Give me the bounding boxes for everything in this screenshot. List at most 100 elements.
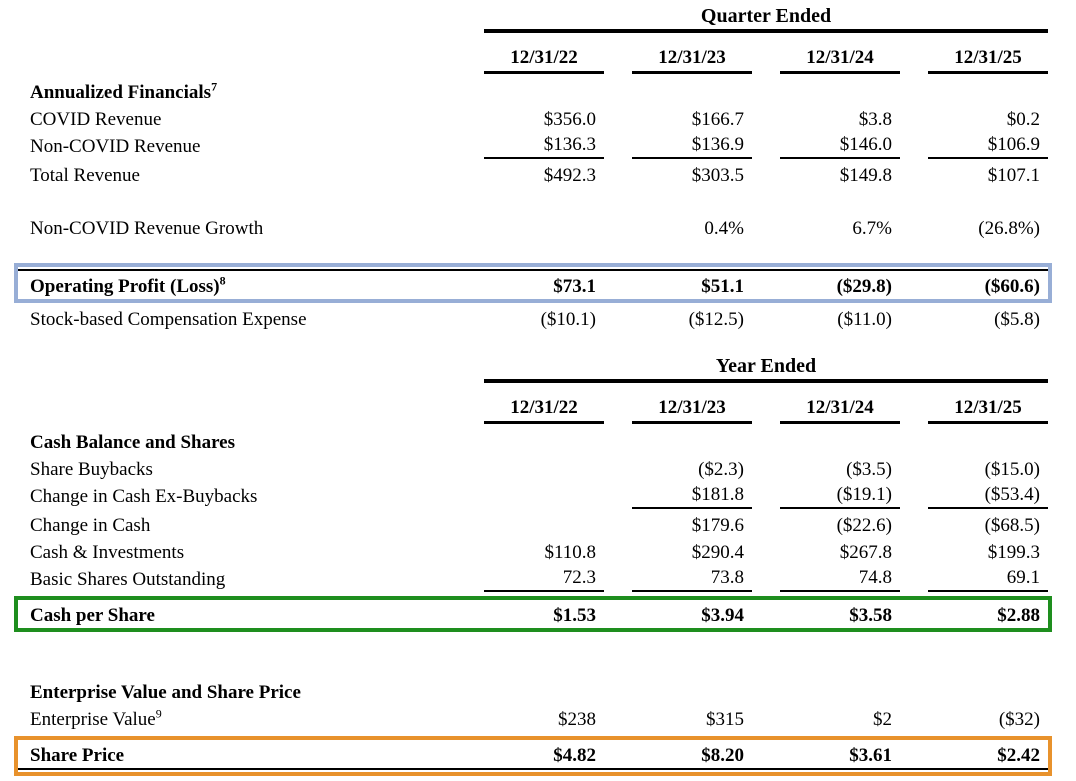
cell-value: $492.3 xyxy=(543,165,596,186)
cell-value: $3.61 xyxy=(849,745,892,766)
cell-value: ($29.8) xyxy=(836,276,892,297)
cell-value: 69.1 xyxy=(928,565,1048,592)
cell-value: ($5.8) xyxy=(994,309,1040,330)
cell-value: 0.4% xyxy=(704,218,744,239)
section-title-year-ended: Year Ended xyxy=(484,354,1048,383)
row-label: Change in Cash xyxy=(30,515,151,536)
cell-value: $1.53 xyxy=(553,605,596,626)
row-label: Basic Shares Outstanding xyxy=(30,569,226,590)
cell-value: $181.8 xyxy=(632,482,752,509)
table-row-change-in-cash-ex-buybacks: Change in Cash Ex-Buybacks $181.8 ($19.1… xyxy=(0,482,1076,509)
cell-value: ($60.6) xyxy=(984,276,1040,297)
cell-value: $303.5 xyxy=(691,165,744,186)
cell-value: $136.3 xyxy=(484,132,604,159)
row-label: Cash per Share xyxy=(30,605,155,626)
operating-profit-highlight-box: Operating Profit (Loss)8 $73.1 $51.1 ($2… xyxy=(14,263,1052,303)
row-label: Stock-based Compensation Expense xyxy=(30,309,307,330)
cash-per-share-inner: Cash per Share $1.53 $3.94 $3.58 $2.88 xyxy=(18,600,1048,628)
cell-value: $0.2 xyxy=(1006,109,1040,130)
cell-value: ($2.3) xyxy=(698,459,744,480)
cell-value: $166.7 xyxy=(691,109,744,130)
row-label: Share Price xyxy=(30,745,125,766)
table-row-operating-profit: Operating Profit (Loss)8 $73.1 $51.1 ($2… xyxy=(18,271,1048,299)
footnote-marker: 8 xyxy=(219,273,226,288)
table-row-annualized-financials: Annualized Financials7 xyxy=(0,78,1076,105)
cell-value: 72.3 xyxy=(484,565,604,592)
cell-value: $356.0 xyxy=(543,109,596,130)
table-row-basic-shares-outstanding: Basic Shares Outstanding 72.3 73.8 74.8 … xyxy=(0,565,1076,592)
cell-value: $2.42 xyxy=(997,745,1040,766)
spacer xyxy=(0,332,1076,354)
cell-value: $238 xyxy=(558,709,596,730)
table-row-enterprise-value: Enterprise Value9 $238 $315 $2 ($32) xyxy=(0,705,1076,732)
cell-value: ($22.6) xyxy=(836,515,892,536)
row-label: Non-COVID Revenue xyxy=(30,136,201,157)
table-row-change-in-cash: Change in Cash $179.6 ($22.6) ($68.5) xyxy=(0,511,1076,538)
cell-value: ($53.4) xyxy=(928,482,1048,509)
column-header: 12/31/23 xyxy=(632,45,752,74)
cell-value: ($12.5) xyxy=(688,309,744,330)
column-header: 12/31/25 xyxy=(928,395,1048,424)
spacer xyxy=(0,188,1076,214)
cell-value: $3.58 xyxy=(849,605,892,626)
row-label: Cash Balance and Shares xyxy=(30,432,236,453)
row-label: Enterprise Value and Share Price xyxy=(30,682,301,703)
cell-value: $149.8 xyxy=(839,165,892,186)
cash-per-share-highlight-box: Cash per Share $1.53 $3.94 $3.58 $2.88 xyxy=(14,596,1052,632)
cell-value: ($11.0) xyxy=(837,309,892,330)
column-header: 12/31/23 xyxy=(632,395,752,424)
table-row-non-covid-revenue-growth: Non-COVID Revenue Growth 0.4% 6.7% (26.8… xyxy=(0,214,1076,241)
column-header: 12/31/24 xyxy=(780,395,900,424)
row-label-text: Enterprise Value xyxy=(30,709,156,730)
year-column-header-row: 12/31/22 12/31/23 12/31/24 12/31/25 xyxy=(0,394,1076,424)
table-row-stock-based-compensation: Stock-based Compensation Expense ($10.1)… xyxy=(0,305,1076,332)
cell-value: $267.8 xyxy=(839,542,892,563)
cell-value: $8.20 xyxy=(701,745,744,766)
row-label: Share Buybacks xyxy=(30,459,153,480)
cell-value: ($3.5) xyxy=(846,459,892,480)
spacer xyxy=(0,632,1076,678)
cell-value: $107.1 xyxy=(987,165,1040,186)
column-header: 12/31/24 xyxy=(780,45,900,74)
table-row-enterprise-section-title: Enterprise Value and Share Price xyxy=(0,678,1076,705)
cell-value: $3.94 xyxy=(701,605,744,626)
cell-value: ($68.5) xyxy=(984,515,1040,536)
cell-value: $110.8 xyxy=(544,542,596,563)
column-header: 12/31/22 xyxy=(484,395,604,424)
table-row-cash-and-investments: Cash & Investments $110.8 $290.4 $267.8 … xyxy=(0,538,1076,565)
cell-value: $290.4 xyxy=(691,542,744,563)
cell-value: $199.3 xyxy=(987,542,1040,563)
footnote-marker: 7 xyxy=(211,79,218,94)
share-price-highlight-box: Share Price $4.82 $8.20 $3.61 $2.42 xyxy=(14,736,1052,776)
table-row-cash-per-share: Cash per Share $1.53 $3.94 $3.58 $2.88 xyxy=(18,600,1048,628)
table-row-share-buybacks: Share Buybacks ($2.3) ($3.5) ($15.0) xyxy=(0,455,1076,482)
cell-value: $2 xyxy=(873,709,892,730)
quarter-column-header-row: 12/31/22 12/31/23 12/31/24 12/31/25 xyxy=(0,44,1076,74)
cell-value: ($10.1) xyxy=(540,309,596,330)
row-label: Change in Cash Ex-Buybacks xyxy=(30,486,258,507)
cell-value: $136.9 xyxy=(632,132,752,159)
cell-value: 74.8 xyxy=(780,565,900,592)
spacer xyxy=(0,241,1076,263)
cell-value: $179.6 xyxy=(691,515,744,536)
operating-profit-top-rule: Operating Profit (Loss)8 $73.1 $51.1 ($2… xyxy=(18,269,1048,299)
cell-value: $3.8 xyxy=(858,109,892,130)
cell-value: $4.82 xyxy=(553,745,596,766)
footnote-marker: 9 xyxy=(155,706,162,721)
cell-value: $51.1 xyxy=(701,276,744,297)
row-label: Cash & Investments xyxy=(30,542,185,563)
row-label: Annualized Financials7 xyxy=(30,80,456,105)
table-row-non-covid-revenue: Non-COVID Revenue $136.3 $136.9 $146.0 $… xyxy=(0,132,1076,159)
section-title-quarter-ended: Quarter Ended xyxy=(484,4,1048,33)
year-ended-header-row: Year Ended xyxy=(0,354,1076,383)
cell-value: ($32) xyxy=(998,709,1040,730)
table-row-total-revenue: Total Revenue $492.3 $303.5 $149.8 $107.… xyxy=(0,161,1076,188)
column-header: 12/31/22 xyxy=(484,45,604,74)
row-label: Enterprise Value9 xyxy=(30,707,456,732)
cell-value: $73.1 xyxy=(553,276,596,297)
cell-value: $106.9 xyxy=(928,132,1048,159)
row-label: Total Revenue xyxy=(30,165,140,186)
share-price-bottom-rule: Share Price $4.82 $8.20 $3.61 $2.42 xyxy=(18,740,1048,770)
row-label-text: Operating Profit (Loss) xyxy=(30,276,220,297)
